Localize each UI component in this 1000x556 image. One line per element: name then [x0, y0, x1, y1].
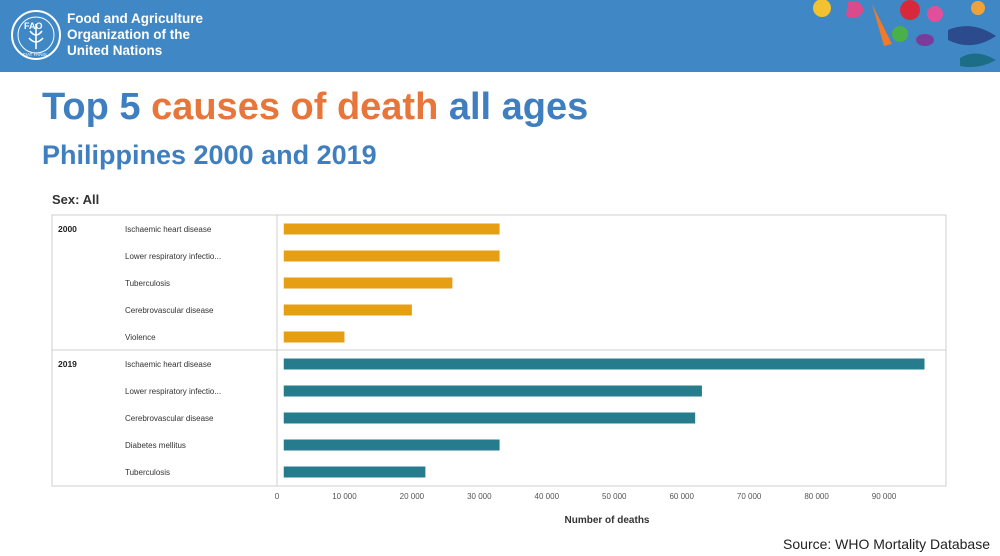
x-tick-label: 30 000 [467, 492, 492, 501]
fish-icon-2 [960, 53, 996, 68]
bar-2000-1 [283, 223, 500, 235]
lemon-icon [813, 0, 831, 17]
logo-text: FAO [24, 21, 43, 31]
category-label: Cerebrovascular disease [125, 414, 214, 423]
bar-2019-5 [283, 466, 426, 478]
bar-2019-4 [283, 439, 500, 451]
page-subtitle: Philippines 2000 and 2019 [42, 140, 377, 170]
header-bar: FAO FIAT PANIS Food and Agriculture Orga… [0, 0, 1000, 72]
title-part1: Top 5 [42, 86, 152, 128]
source-note: Source: WHO Mortality Database [783, 536, 990, 552]
title-accent: causes of death [151, 86, 439, 128]
berry-icon [927, 6, 943, 22]
logo-motto: FIAT PANIS [23, 52, 47, 57]
x-tick-label: 50 000 [602, 492, 627, 501]
bar-2019-3 [283, 412, 696, 424]
org-name-line2: Organization of the [67, 27, 190, 42]
category-label: Diabetes mellitus [125, 441, 186, 450]
x-tick-label: 0 [275, 492, 280, 501]
category-label: Violence [125, 333, 156, 342]
x-tick-label: 10 000 [332, 492, 357, 501]
x-tick-label: 90 000 [872, 492, 897, 501]
bar-2019-2 [283, 385, 702, 397]
title-part3: all ages [438, 86, 589, 128]
org-name-line3: United Nations [67, 43, 163, 58]
sex-filter-label: Sex: All [52, 192, 100, 207]
bar-2000-4 [283, 304, 412, 316]
fish-icon [948, 26, 996, 46]
group-label-2019: 2019 [58, 359, 77, 369]
orange-icon [971, 1, 985, 15]
category-label: Lower respiratory infectio... [125, 252, 221, 261]
category-label: Ischaemic heart disease [125, 360, 212, 369]
category-label: Ischaemic heart disease [125, 225, 212, 234]
category-label: Tuberculosis [125, 468, 170, 477]
page-title: Top 5 causes of death all ages [42, 86, 588, 129]
category-label: Tuberculosis [125, 279, 170, 288]
x-tick-label: 40 000 [535, 492, 560, 501]
category-label: Cerebrovascular disease [125, 306, 214, 315]
org-name-line1: Food and Agriculture [67, 11, 203, 26]
bar-2000-5 [283, 331, 345, 343]
x-axis-title: Number of deaths [564, 515, 649, 526]
decorative-produce-illustration [813, 0, 996, 68]
x-tick-label: 20 000 [400, 492, 425, 501]
pepper-icon [892, 26, 908, 42]
fao-logo: FAO FIAT PANIS [11, 10, 61, 60]
bar-2019-1 [283, 358, 925, 370]
organization-name: Food and Agriculture Organization of the… [67, 11, 203, 59]
plum-icon [916, 34, 934, 46]
category-label: Lower respiratory infectio... [125, 387, 221, 396]
group-label-2000: 2000 [58, 224, 77, 234]
bar-2000-2 [283, 250, 500, 262]
radish-icon [846, 1, 864, 18]
bar-2000-3 [283, 277, 453, 289]
carrot-icon [872, 4, 892, 46]
x-tick-label: 80 000 [804, 492, 829, 501]
x-tick-label: 60 000 [669, 492, 694, 501]
x-tick-label: 70 000 [737, 492, 762, 501]
tomato-icon [900, 0, 920, 20]
